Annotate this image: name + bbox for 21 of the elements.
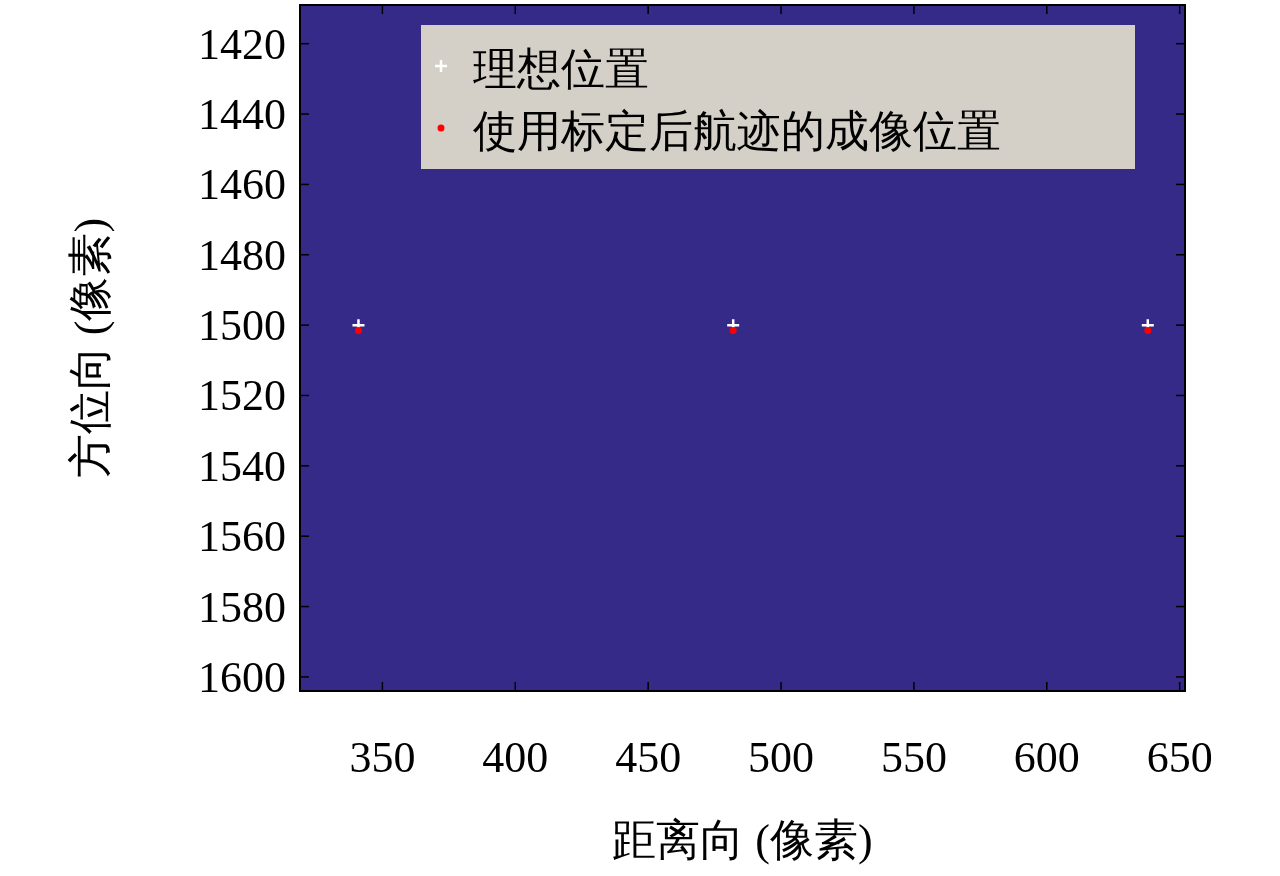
- y-tick-label: 1520: [198, 371, 286, 421]
- legend-label: 理想位置: [473, 45, 649, 94]
- x-tick-label: 450: [615, 733, 682, 782]
- x-tick-label: 650: [1146, 733, 1213, 782]
- y-tick-label: 1460: [198, 160, 286, 210]
- y-tick-label: 1560: [198, 512, 286, 562]
- x-tick-label: 400: [482, 733, 549, 782]
- y-tick-label: 1440: [198, 90, 286, 140]
- y-tick-label: 1540: [198, 441, 286, 491]
- y-tick-label: 1580: [198, 582, 286, 632]
- x-axis-title: 距离向 (像素): [612, 816, 873, 865]
- y-tick-label: 1480: [198, 230, 286, 280]
- x-tick-label: 500: [748, 733, 815, 782]
- y-tick-label: 1500: [198, 301, 286, 351]
- y-axis-title: 方位向 (像素): [66, 217, 115, 479]
- x-tick-label: 550: [880, 733, 947, 782]
- x-tick-label: 600: [1013, 733, 1080, 782]
- x-tick-label: 350: [349, 733, 416, 782]
- y-tick-label: 1600: [198, 652, 286, 702]
- legend-label: 使用标定后航迹的成像位置: [473, 107, 1001, 156]
- y-tick-label: 1420: [198, 19, 286, 69]
